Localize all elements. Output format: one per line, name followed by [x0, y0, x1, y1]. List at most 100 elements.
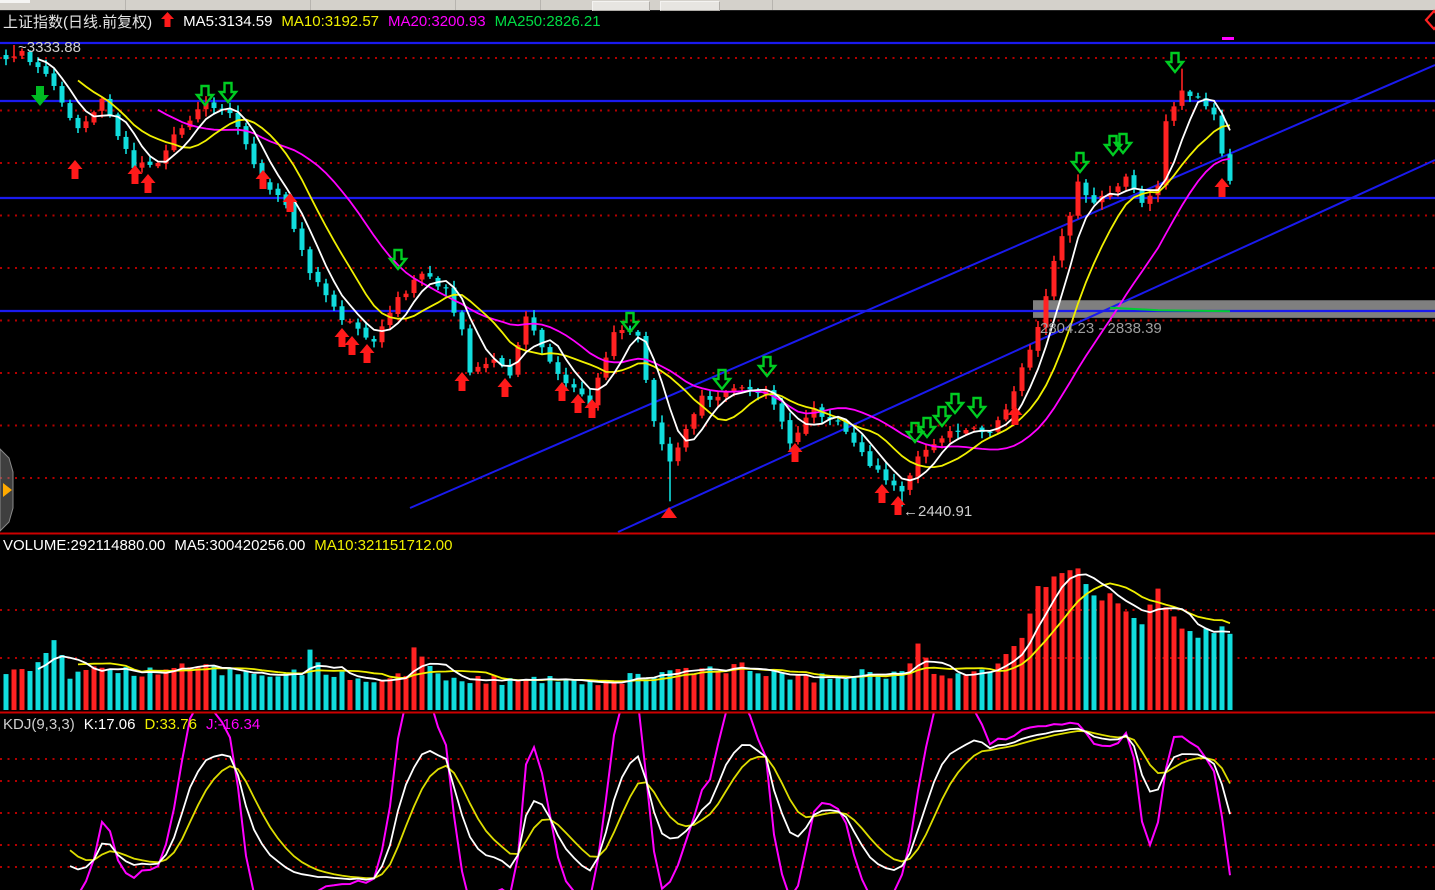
volume-ma10-label: MA10: [314, 537, 358, 554]
volume-ma10-value: 321151712.00 [357, 537, 453, 554]
buy-arrow-icon [67, 160, 83, 179]
buy-arrow-icon [787, 443, 803, 462]
ma10-readout: MA10:3192.57 [281, 13, 379, 30]
price-range-band [1033, 300, 1435, 318]
sell-arrow-icon [194, 84, 216, 107]
toolbar-highlight [0, 0, 30, 3]
buy-arrow-icon [1214, 178, 1230, 197]
sell-arrow-icon [904, 421, 926, 444]
buy-arrow-icon [127, 165, 143, 184]
kdj-j-label: J: [205, 716, 218, 733]
ma-line [77, 582, 1231, 683]
ma5-readout: MA5:3134.59 [183, 13, 272, 30]
toolbar-separator [540, 0, 541, 10]
sell-arrow-icon [966, 396, 988, 419]
sell-arrow-icon [711, 368, 733, 391]
ma20-readout: MA20:3200.93 [388, 13, 486, 30]
toolbar-button[interactable] [592, 1, 650, 11]
buy-arrow-icon [584, 399, 600, 418]
sell-arrow-icon [1164, 51, 1186, 74]
sell-arrow-icon [1102, 134, 1124, 157]
kdj-header: KDJ(9,3,3) K:17.06 D:33.76 J:-16.34 [3, 716, 260, 733]
kdj-j-value: -16.34 [217, 716, 261, 733]
toolbar-separator [125, 0, 126, 10]
ma-line [77, 79, 1231, 469]
sell-arrow-icon [756, 355, 778, 378]
sell-arrow-icon [944, 392, 966, 415]
kdj-k-label: K: [83, 716, 98, 733]
volume-readout: VOLUME:292114880.00 [3, 537, 165, 554]
buy-arrow-icon [282, 193, 298, 212]
volume-value: 292114880.00 [70, 537, 166, 554]
high-price-label: ~3333.88 [18, 39, 81, 56]
buy-arrow-icon [890, 496, 906, 515]
sell-arrow-icon [916, 416, 938, 439]
main-chart-header: 上证指数(日线.前复权) MA5:3134.59 MA10:3192.57 MA… [3, 11, 601, 32]
ma-line [37, 58, 1231, 482]
buy-arrow-icon [874, 484, 890, 503]
buy-arrow-icon [454, 372, 470, 391]
ma5-value: 3134.59 [218, 13, 273, 30]
sell-arrow-icon [387, 248, 409, 271]
ma-line [157, 109, 1231, 451]
ma20-label: MA20: [388, 13, 432, 30]
sell-arrow-icon [931, 405, 953, 428]
kdj-d-line [69, 730, 1231, 880]
kdj-d-value: 33.76 [159, 716, 197, 733]
volume-ma10-readout: MA10:321151712.00 [314, 537, 452, 554]
buy-arrow-icon [334, 328, 350, 347]
ma250-value: 2826.21 [546, 13, 601, 30]
ma250-line [1109, 306, 1231, 313]
low-price-label: ←2440.91 [903, 503, 973, 520]
buy-arrow-icon [344, 336, 360, 355]
kdj-pane [0, 713, 1435, 890]
candlestick-series [3, 45, 1233, 507]
volume-ma5-value: 300420256.00 [209, 537, 306, 554]
buy-arrow-icon [570, 394, 586, 413]
ma10-label: MA10: [281, 13, 325, 30]
price-range-label: 2804.23 - 2838.39 [1040, 320, 1162, 337]
kdj-d-label: D: [144, 716, 160, 733]
main-pane [0, 41, 1435, 533]
ma20-value: 3200.93 [431, 13, 486, 30]
buy-signal-icon [161, 12, 175, 31]
kdj-k-readout: K:17.06 [84, 716, 136, 733]
sell-arrow-icon [217, 81, 239, 104]
toolbar-button[interactable] [660, 1, 720, 11]
sell-arrow-solid-icon [31, 86, 49, 106]
signal-markers [31, 51, 1230, 518]
ma10-value: 3192.57 [324, 13, 380, 30]
volume-label: VOLUME: [3, 537, 71, 554]
kdj-d-readout: D:33.76 [144, 716, 197, 733]
sell-arrow-icon [619, 311, 641, 334]
buy-arrow-icon [554, 382, 570, 401]
sell-arrow-icon [1069, 151, 1091, 174]
kdj-k-value: 17.06 [97, 716, 136, 733]
bottom-marker-icon [661, 507, 677, 518]
price-tick-marker [1222, 37, 1234, 40]
volume-ma5-readout: MA5:300420256.00 [174, 537, 305, 554]
volume-ma5-label: MA5: [174, 537, 210, 554]
buy-arrow-icon [1007, 406, 1023, 425]
kdj-title: KDJ(9,3,3) [3, 716, 75, 733]
trend-channel-line [409, 64, 1435, 509]
toolbar-separator [772, 0, 773, 10]
buy-arrow-icon [255, 170, 271, 189]
volume-bars [3, 568, 1233, 710]
diamond-marker-icon [1424, 9, 1435, 31]
volume-header: VOLUME:292114880.00 MA5:300420256.00 MA1… [3, 537, 452, 554]
ma250-readout: MA250:2826.21 [495, 13, 601, 30]
kdj-j-line [79, 713, 1231, 890]
sidebar-expand-handle[interactable] [0, 448, 14, 532]
ma250-label: MA250: [494, 13, 547, 30]
volume-pane [0, 568, 1435, 710]
expand-triangle-icon [3, 483, 12, 497]
sell-arrow-icon [1112, 132, 1134, 155]
kdj-j-readout: J:-16.34 [206, 716, 260, 733]
buy-arrow-icon [140, 174, 156, 193]
ma5-label: MA5: [183, 13, 219, 30]
buy-arrow-icon [359, 344, 375, 363]
toolbar-strip [0, 0, 1435, 11]
